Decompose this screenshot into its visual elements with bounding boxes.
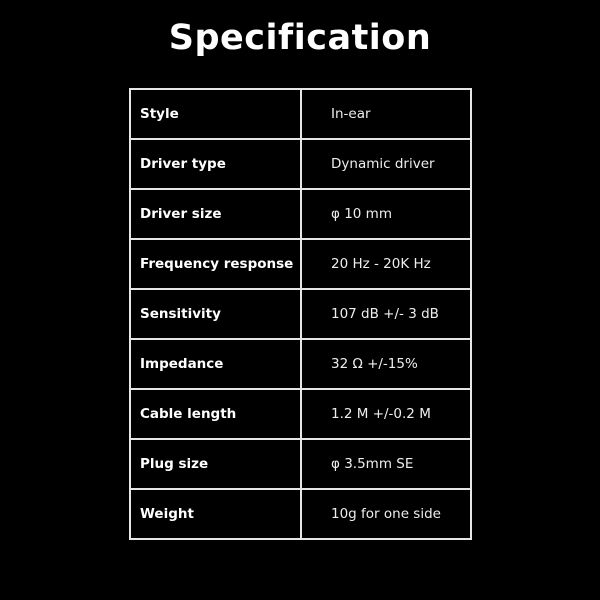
spec-value: Dynamic driver	[300, 138, 472, 190]
spec-label: Frequency response	[129, 238, 302, 290]
spec-row: Style In-ear	[129, 88, 472, 140]
spec-label: Weight	[129, 488, 302, 540]
spec-label: Impedance	[129, 338, 302, 390]
spec-value: 32 Ω +/-15%	[300, 338, 472, 390]
spec-value: In-ear	[300, 88, 472, 140]
spec-label: Driver type	[129, 138, 302, 190]
spec-value: 10g for one side	[300, 488, 472, 540]
spec-row: Weight 10g for one side	[129, 488, 472, 540]
page-title: Specification	[168, 18, 432, 58]
spec-value: φ 10 mm	[300, 188, 472, 240]
spec-row: Impedance 32 Ω +/-15%	[129, 338, 472, 390]
spec-table: Style In-ear Driver type Dynamic driver Driv…	[129, 88, 472, 540]
spec-row: Frequency response 20 Hz - 20K Hz	[129, 238, 472, 290]
spec-label: Sensitivity	[129, 288, 302, 340]
spec-value: φ 3.5mm SE	[300, 438, 472, 490]
spec-value: 107 dB +/- 3 dB	[300, 288, 472, 340]
spec-label: Plug size	[129, 438, 302, 490]
spec-row: Cable length 1.2 M +/-0.2 M	[129, 388, 472, 440]
spec-row: Plug size φ 3.5mm SE	[129, 438, 472, 490]
spec-value: 20 Hz - 20K Hz	[300, 238, 472, 290]
spec-row: Sensitivity 107 dB +/- 3 dB	[129, 288, 472, 340]
spec-label: Driver size	[129, 188, 302, 240]
spec-row: Driver size φ 10 mm	[129, 188, 472, 240]
spec-value: 1.2 M +/-0.2 M	[300, 388, 472, 440]
spec-row: Driver type Dynamic driver	[129, 138, 472, 190]
spec-label: Style	[129, 88, 302, 140]
spec-label: Cable length	[129, 388, 302, 440]
